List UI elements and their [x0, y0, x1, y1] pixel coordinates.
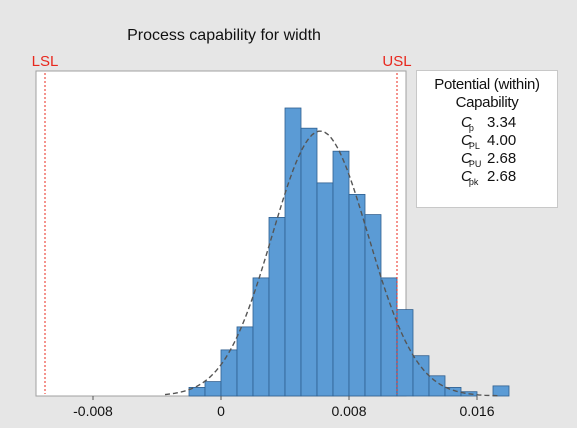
- histogram-bar: [364, 214, 382, 397]
- spec-limits: LSL USL: [32, 53, 412, 394]
- histogram-bar: [380, 277, 398, 397]
- histogram-bar: [492, 385, 510, 397]
- cap-row-cp: Cp 3.34: [461, 114, 516, 133]
- capability-subtitle: Capability: [455, 94, 519, 111]
- histogram-bar: [268, 216, 286, 397]
- cap-value-cpk: 2.68: [487, 168, 517, 185]
- cap-value-cpl: 4.00: [487, 132, 517, 149]
- histogram-bars: [188, 107, 510, 397]
- cap-symbol: Cp: [461, 114, 474, 133]
- histogram-bar: [284, 107, 302, 397]
- cap-row-cpk: Cpk 2.68: [461, 168, 516, 187]
- cap-row-cpu: CPU 2.68: [461, 150, 516, 169]
- histogram-bar: [412, 355, 430, 397]
- fit-curve-layer: [164, 130, 498, 397]
- usl-label: USL: [382, 53, 411, 70]
- cap-row-cpl: CPL 4.00: [461, 132, 516, 151]
- cap-symbol: Cpk: [461, 168, 479, 187]
- cap-value-cpu: 2.68: [487, 150, 517, 167]
- capability-title: Potential (within): [434, 76, 540, 93]
- x-tick-label: 0.016: [459, 403, 494, 419]
- lsl-label: LSL: [32, 53, 59, 70]
- histogram-bar: [252, 277, 270, 397]
- histogram-bar: [332, 150, 350, 397]
- x-tick-label: 0: [217, 403, 225, 419]
- histogram-bar: [300, 127, 318, 397]
- capability-box: Potential (within) Capability Cp 3.34 CP…: [416, 70, 558, 208]
- x-tick-label: -0.008: [73, 403, 113, 419]
- normal-fit-curve: [164, 130, 498, 397]
- histogram-bar: [316, 182, 334, 397]
- histogram-bar: [220, 349, 238, 397]
- histogram-bar: [348, 193, 366, 397]
- cap-value-cp: 3.34: [487, 114, 517, 131]
- histogram-bar: [428, 375, 446, 397]
- chart-title: Process capability for width: [127, 27, 321, 44]
- cap-symbol: CPL: [461, 132, 480, 151]
- cap-symbol: CPU: [461, 150, 482, 169]
- histogram-bar: [396, 309, 414, 397]
- histogram-bar: [236, 326, 254, 397]
- x-tick-label: 0.008: [331, 403, 366, 419]
- histogram-bar: [204, 381, 222, 397]
